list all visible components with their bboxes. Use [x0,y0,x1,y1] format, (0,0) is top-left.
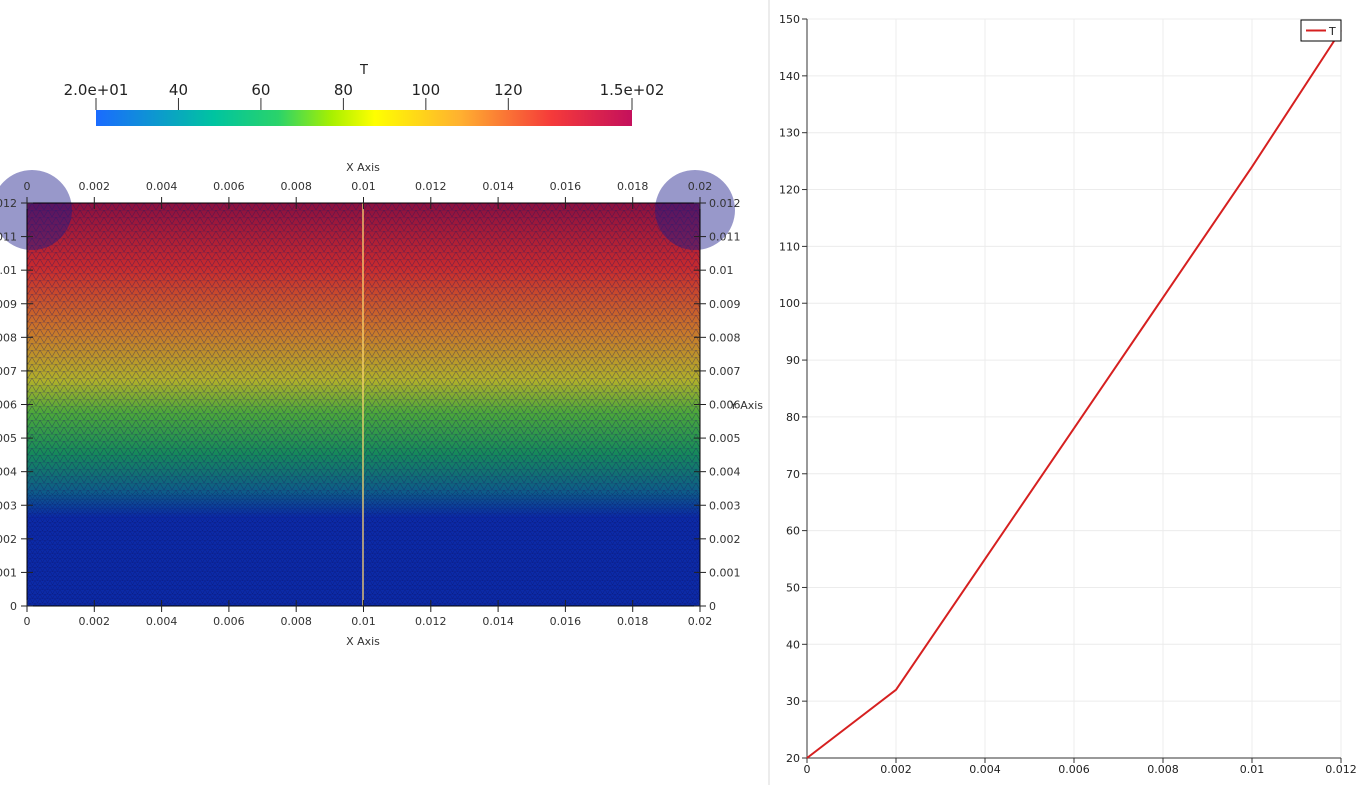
colorbar-title: T [359,63,368,78]
y-tick-label: 130 [779,127,800,140]
x-tick-label-top: 0.01 [351,180,376,193]
y-tick-label-left: 0.011 [0,231,17,244]
y-tick-label-left: 0 [10,600,17,613]
chart-grid [806,18,1342,759]
y-tick-label-left: 0.003 [0,499,17,512]
x-axis-title-bottom: X Axis [346,635,380,648]
y-tick-label-right: 0.008 [709,331,741,344]
x-tick-label-bottom: 0.018 [617,615,649,628]
x-tick-label-top: 0.012 [415,180,447,193]
series-line-T [806,29,1342,759]
y-tick-label-left: 0.004 [0,466,17,479]
y-tick-label-right: 0.011 [709,231,741,244]
render-view-mesh[interactable]: T 2.0e+01 40 60 80 100 120 1.5e+02 X Axis X Ax… [0,0,768,785]
y-tick-label-right: 0.003 [709,499,741,512]
x-tick-label: 0.01 [1240,763,1265,776]
x-tick-label-bottom: 0.002 [79,615,111,628]
y-tick-label-left: 0.009 [0,298,17,311]
x-tick-label: 0.002 [880,763,912,776]
x-tick-label: 0.006 [1058,763,1090,776]
y-tick-label-right: 0 [709,600,716,613]
x-tick-label-bottom: 0.012 [415,615,447,628]
x-tick-label-top: 0.002 [79,180,111,193]
y-tick-label-right: 0.004 [709,466,741,479]
y-tick-label: 80 [786,411,800,424]
corner-cold-left [0,170,72,250]
mesh-plot[interactable] [0,170,735,607]
x-tick-label-bottom: 0.016 [550,615,582,628]
x-tick-label-top: 0.004 [146,180,178,193]
x-tick-label-top: 0.006 [213,180,245,193]
x-tick-label-top: 0.014 [482,180,514,193]
colorbar-tick-label: 100 [412,81,441,99]
y-tick-label: 90 [786,354,800,367]
y-tick-label-right: 0.005 [709,432,741,445]
x-tick-label-bottom: 0.01 [351,615,376,628]
y-tick-label: 60 [786,525,800,538]
y-tick-label-left: 0.007 [0,365,17,378]
y-tick-label: 50 [786,581,800,594]
view-divider[interactable] [768,0,770,785]
y-tick-label-left: 0.002 [0,533,17,546]
x-tick-label: 0.004 [969,763,1001,776]
colorbar-tick-label: 60 [251,81,270,99]
x-tick-label: 0.008 [1147,763,1179,776]
x-tick-label-bottom: 0.014 [482,615,514,628]
y-tick-label: 110 [779,240,800,253]
y-tick-label-left: 0.01 [0,264,17,277]
x-tick-label-top: 0 [24,180,31,193]
corner-cold-right [655,170,735,250]
colorbar-tick-label: 2.0e+01 [64,81,129,99]
y-tick-label-right: 0.001 [709,566,741,579]
y-tick-label-right: 0.012 [709,197,741,210]
y-tick-label: 40 [786,638,800,651]
colorbar-tick-label: 40 [169,81,188,99]
y-tick-label: 140 [779,70,800,83]
chart-legend[interactable]: T [1300,19,1342,42]
colorbar-tick-label: 120 [494,81,523,99]
y-tick-label-right: 0.01 [709,264,734,277]
line-chart-view[interactable]: 0 0.002 0.004 0.006 0.008 0.01 0.012 20 30 40 50 60… [770,0,1361,785]
y-tick-label-left: 0.005 [0,432,17,445]
colorbar[interactable] [96,110,632,126]
y-tick-label: 120 [779,184,800,197]
y-tick-label-right: 0.009 [709,298,741,311]
chart-axes: 0 0.002 0.004 0.006 0.008 0.01 0.012 20 30 40 50 60… [779,13,1357,776]
y-tick-label: 150 [779,13,800,26]
x-tick-label-bottom: 0.02 [688,615,713,628]
y-axis-title: Y Axis [729,399,763,412]
x-tick-label-bottom: 0.006 [213,615,245,628]
y-tick-label: 100 [779,297,800,310]
x-tick-label-top: 0.018 [617,180,649,193]
y-tick-label-right: 0.002 [709,533,741,546]
y-tick-label: 70 [786,468,800,481]
colorbar-ticks: 2.0e+01 40 60 80 100 120 1.5e+02 [64,81,665,110]
x-tick-label-bottom: 0 [24,615,31,628]
y-tick-label: 20 [786,752,800,765]
x-tick-label: 0 [804,763,811,776]
x-tick-label-bottom: 0.004 [146,615,178,628]
x-tick-label-bottom: 0.008 [280,615,312,628]
colorbar-tick-label: 80 [334,81,353,99]
x-tick-label: 0.012 [1325,763,1357,776]
colorbar-tick-label: 1.5e+02 [600,81,665,99]
y-tick-label-left: 0.012 [0,197,17,210]
x-axis-title-top: X Axis [346,161,380,174]
mesh-axes: 000.0020.0020.0040.0040.0060.0060.0080.0… [0,180,741,628]
y-tick-label-right: 0.006 [709,399,741,412]
x-tick-label-top: 0.008 [280,180,312,193]
y-tick-label-left: 0.006 [0,399,17,412]
y-tick-label-left: 0.001 [0,566,17,579]
y-tick-label-left: 0.008 [0,331,17,344]
legend-label-T: T [1328,25,1336,38]
x-tick-label-top: 0.016 [550,180,582,193]
y-tick-label-right: 0.007 [709,365,741,378]
x-tick-label-top: 0.02 [688,180,713,193]
y-tick-label: 30 [786,695,800,708]
chart-series [806,29,1342,759]
